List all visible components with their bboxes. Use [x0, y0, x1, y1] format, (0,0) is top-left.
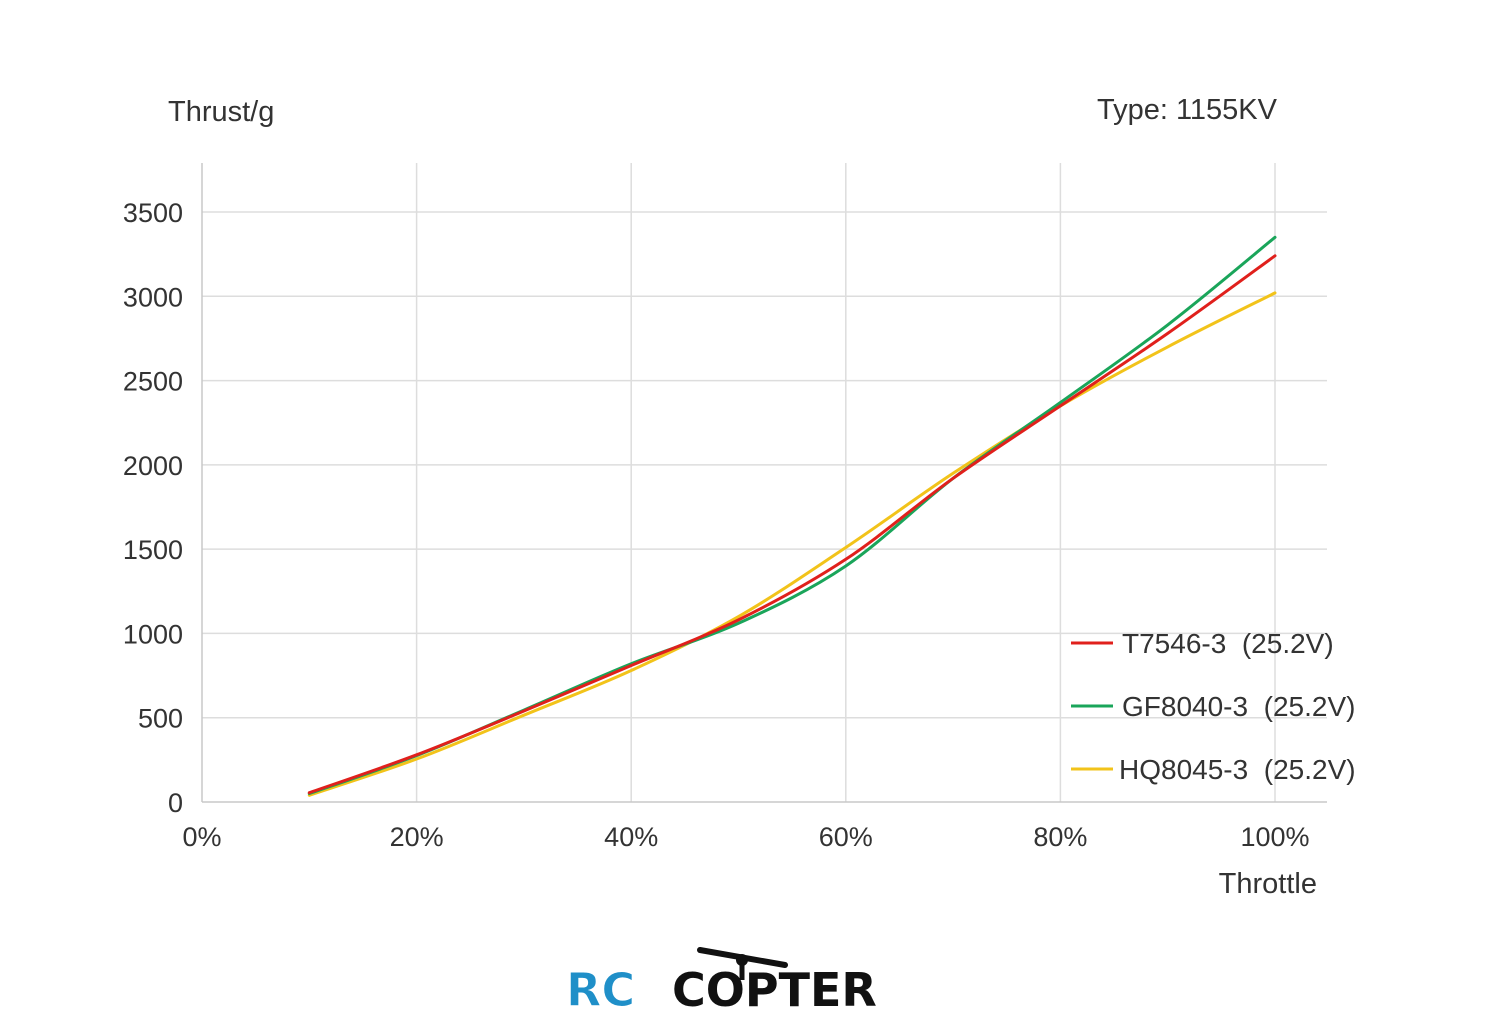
grid-lines [202, 163, 1327, 802]
propeller-icon [697, 947, 788, 980]
x-tick-label: 0% [182, 822, 221, 852]
y-tick-label: 3500 [123, 198, 183, 228]
y-axis-title: Thrust/g [168, 96, 274, 128]
series-line-1 [307, 254, 1277, 795]
tick-labels: 0 500 1000 1500 2000 2500 3000 3500 0% 20% 40% 60% 8… [123, 198, 1310, 852]
x-axis-title: Throttle [1219, 868, 1317, 900]
x-tick-label: 60% [819, 822, 873, 852]
rc-copter-logo: RC COPTER [566, 947, 877, 1018]
legend: T7546-3 (25.2V) GF8040-3 (25.2V) HQ8045-3 … [1071, 628, 1356, 785]
y-tick-label: 1500 [123, 535, 183, 565]
y-tick-label: 2500 [123, 367, 183, 397]
legend-label: T7546-3 (25.2V) [1122, 628, 1334, 659]
logo-copter: COPTER [672, 963, 877, 1017]
chart-annotation: Type: 1155KV [1097, 94, 1278, 126]
x-tick-label: 40% [604, 822, 658, 852]
y-tick-label: 2000 [123, 451, 183, 481]
y-tick-label: 500 [138, 704, 183, 734]
x-tick-label: 100% [1240, 822, 1309, 852]
x-tick-label: 80% [1033, 822, 1087, 852]
y-tick-label: 3000 [123, 282, 183, 312]
y-tick-label: 1000 [123, 619, 183, 649]
series-lines [307, 235, 1277, 797]
legend-label: HQ8045-3 (25.2V) [1119, 754, 1356, 785]
legend-label: GF8040-3 (25.2V) [1122, 691, 1355, 722]
series-line-3 [307, 291, 1277, 797]
x-tick-label: 20% [390, 822, 444, 852]
axes [201, 163, 1327, 803]
y-tick-label: 0 [168, 788, 183, 818]
logo-rc: RC [566, 963, 635, 1017]
